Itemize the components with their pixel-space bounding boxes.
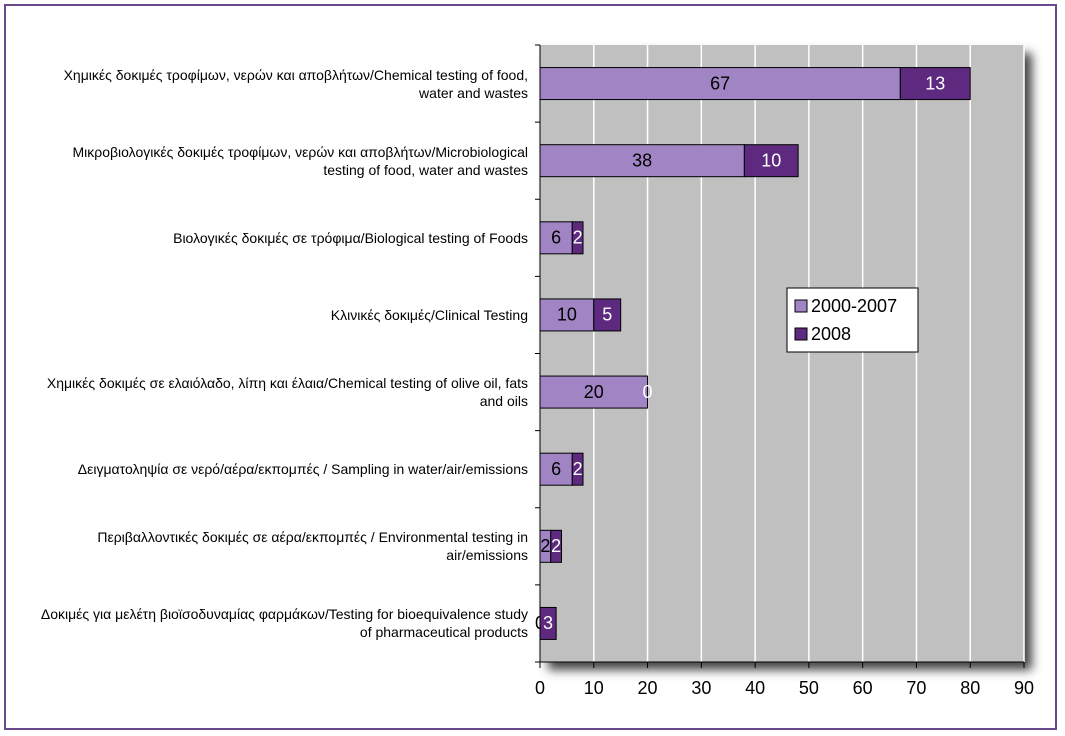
category-label: Χημικές δοκιμές σε ελαιόλαδο, λίπη και έ… xyxy=(46,375,528,410)
legend-swatch xyxy=(794,299,808,313)
category-label: Βιολογικές δοκιμές σε τρόφιμα/Biological… xyxy=(173,229,528,246)
legend xyxy=(786,287,919,353)
value-label: 0 xyxy=(643,382,653,402)
bar xyxy=(539,298,595,332)
value-label: 2 xyxy=(573,459,583,479)
value-label: 13 xyxy=(925,73,945,93)
x-tick-label: 30 xyxy=(691,678,711,698)
legend-label: 2008 xyxy=(811,324,851,344)
category-label: Κλινικές δοκιμές/Clinical Testing xyxy=(330,306,528,323)
value-label: 2 xyxy=(540,536,550,556)
x-tick-label: 50 xyxy=(799,678,819,698)
value-label: 5 xyxy=(602,305,612,325)
value-label: 6 xyxy=(551,459,561,479)
bar xyxy=(550,529,563,563)
category-label: Δειγματοληψία σε νερό/αέρα/εκπομπές / Sa… xyxy=(77,461,528,478)
x-tick-label: 20 xyxy=(638,678,658,698)
legend-swatch xyxy=(794,327,808,341)
x-tick-label: 10 xyxy=(584,678,604,698)
value-label: 20 xyxy=(584,382,604,402)
value-label: 2 xyxy=(573,228,583,248)
bar xyxy=(571,452,584,486)
value-label: 6 xyxy=(551,228,561,248)
bar xyxy=(593,298,622,332)
bar xyxy=(899,67,971,101)
bar xyxy=(571,221,584,255)
value-label: 67 xyxy=(710,73,730,93)
bar xyxy=(539,221,573,255)
category-label: Μικροβιολογικές δοκιμές τροφίμων, νερών … xyxy=(72,143,528,178)
x-tick-label: 0 xyxy=(535,678,545,698)
bar xyxy=(539,606,557,640)
x-tick-label: 80 xyxy=(960,678,980,698)
bar xyxy=(539,375,649,409)
bar xyxy=(743,144,799,178)
category-label: Περιβαλλοντικές δοκιμές σε αέρα/εκπομπές… xyxy=(97,529,528,564)
value-label: 10 xyxy=(761,150,781,170)
bar xyxy=(539,452,573,486)
x-tick-label: 70 xyxy=(906,678,926,698)
category-label: Χημικές δοκιμές τροφίμων, νερών και αποβ… xyxy=(63,66,528,101)
category-label: Δοκιμές για μελέτη βιοϊσοδυναμίας φαρμάκ… xyxy=(40,606,528,641)
value-label: 38 xyxy=(632,150,652,170)
legend-label: 2000-2007 xyxy=(811,296,897,316)
x-tick-label: 60 xyxy=(853,678,873,698)
frame xyxy=(4,4,1057,730)
value-label: 10 xyxy=(557,305,577,325)
x-tick-label: 40 xyxy=(745,678,765,698)
x-tick-label: 90 xyxy=(1014,678,1034,698)
plot-area xyxy=(540,45,1024,662)
value-label: 3 xyxy=(543,613,553,633)
value-label: 2 xyxy=(551,536,561,556)
